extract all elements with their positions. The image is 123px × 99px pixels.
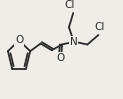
Text: O: O: [15, 35, 23, 45]
Text: N: N: [70, 37, 78, 47]
Text: Cl: Cl: [64, 0, 75, 10]
Text: Cl: Cl: [94, 22, 105, 32]
Text: O: O: [57, 53, 65, 63]
